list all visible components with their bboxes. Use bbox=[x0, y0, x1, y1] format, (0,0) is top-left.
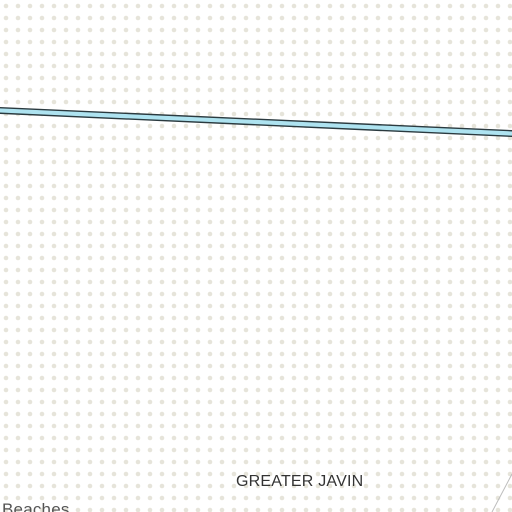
area-label-greater-javin: GREATER JAVIN bbox=[236, 473, 364, 490]
road[interactable] bbox=[0, 106, 512, 138]
boundary-line bbox=[491, 473, 512, 512]
road-fill bbox=[0, 108, 512, 136]
area-label-beaches: Beaches bbox=[2, 500, 70, 512]
